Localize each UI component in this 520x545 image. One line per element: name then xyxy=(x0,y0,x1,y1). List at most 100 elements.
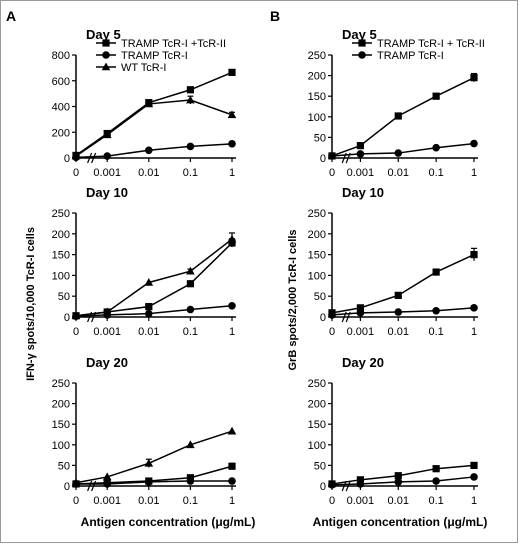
legend-label: TRAMP TcR-I +TcR-II xyxy=(121,38,226,50)
y-tick-label: 400 xyxy=(52,102,70,114)
data-point xyxy=(432,143,440,152)
legend-marker xyxy=(102,51,110,59)
x-tick-label: 0.01 xyxy=(388,167,409,179)
data-point xyxy=(71,311,81,320)
x-axis-break xyxy=(345,480,351,492)
data-point xyxy=(145,309,153,318)
x-tick-label: 0.01 xyxy=(388,326,409,338)
data-point xyxy=(228,68,236,76)
y-tick-label: 100 xyxy=(308,270,326,282)
legend-marker xyxy=(358,39,366,47)
y-tick-label: 200 xyxy=(308,229,326,241)
x-tick-label: 0.001 xyxy=(93,326,121,338)
series-line xyxy=(331,253,475,314)
x-tick-label: 0 xyxy=(73,167,79,179)
x-tick-label: 0.001 xyxy=(93,167,121,179)
legend-marker xyxy=(102,39,110,47)
x-tick-label: 0.1 xyxy=(183,495,198,507)
series-line xyxy=(75,430,233,484)
series-2 xyxy=(328,139,478,160)
chart-title: Day 10 xyxy=(86,185,128,200)
x-tick-label: 0 xyxy=(329,326,335,338)
series-line xyxy=(75,143,233,159)
data-point xyxy=(186,280,194,288)
y-tick-label: 250 xyxy=(52,378,70,390)
y-tick-label: 200 xyxy=(52,399,70,411)
x-tick-label: 1 xyxy=(229,495,235,507)
chart-5: 0 50 100 150 200 250 0 0.001 0.01 0.1 1 Day 10 xyxy=(308,185,478,338)
data-point xyxy=(356,150,365,158)
data-point xyxy=(328,311,336,319)
data-point xyxy=(102,130,112,139)
data-point xyxy=(103,480,111,488)
data-point xyxy=(432,268,440,276)
y-axis-label-b: GrB spots/2,000 TcR-I cells xyxy=(287,229,299,370)
y-tick-label: 150 xyxy=(52,419,70,431)
series-1 xyxy=(328,247,478,317)
x-tick-label: 0.01 xyxy=(138,167,159,179)
data-point xyxy=(102,472,112,481)
series-line xyxy=(75,71,233,157)
data-point xyxy=(394,478,403,486)
x-tick-label: 0.001 xyxy=(347,495,375,507)
x-tick-label: 0.01 xyxy=(138,495,159,507)
data-point xyxy=(394,308,403,316)
series-2 xyxy=(328,304,478,319)
x-axis-label-a: Antigen concentration (μg/mL) xyxy=(81,515,256,529)
chart-title: Day 20 xyxy=(86,355,128,370)
data-point xyxy=(394,149,403,157)
y-tick-label: 250 xyxy=(308,378,326,390)
series-1 xyxy=(328,72,478,160)
y-tick-label: 50 xyxy=(58,460,70,472)
x-tick-label: 0.1 xyxy=(428,495,443,507)
y-tick-label: 150 xyxy=(308,91,326,103)
y-tick-label: 50 xyxy=(314,460,326,472)
data-point xyxy=(432,306,440,315)
data-point xyxy=(228,462,236,470)
legend-marker xyxy=(358,51,366,59)
data-point xyxy=(394,472,402,480)
y-tick-label: 0 xyxy=(320,312,326,324)
y-tick-label: 0 xyxy=(64,153,70,165)
x-tick-label: 0.001 xyxy=(347,167,375,179)
x-tick-label: 1 xyxy=(471,167,477,179)
y-tick-label: 50 xyxy=(314,291,326,303)
data-point xyxy=(470,251,478,259)
data-point xyxy=(470,304,478,312)
series-line xyxy=(331,142,475,157)
y-tick-label: 600 xyxy=(52,76,70,88)
data-point xyxy=(228,301,236,310)
x-tick-label: 0 xyxy=(329,167,335,179)
y-tick-label: 200 xyxy=(52,127,70,139)
data-point xyxy=(186,86,194,94)
data-point xyxy=(228,477,236,485)
data-point xyxy=(356,309,365,317)
data-point xyxy=(328,480,336,489)
y-tick-label: 250 xyxy=(52,208,70,220)
data-point xyxy=(227,110,237,119)
x-tick-label: 1 xyxy=(229,326,235,338)
x-tick-label: 1 xyxy=(229,167,235,179)
chart-title: Day 10 xyxy=(342,185,384,200)
data-point xyxy=(356,304,364,312)
y-tick-label: 200 xyxy=(52,229,70,241)
data-point xyxy=(144,99,154,108)
data-point xyxy=(145,303,153,311)
panel-label-b: B xyxy=(270,8,280,24)
series-line xyxy=(75,99,233,157)
panel-label-a: A xyxy=(6,8,16,24)
data-point xyxy=(71,151,81,160)
y-tick-label: 150 xyxy=(308,419,326,431)
chart-title: Day 20 xyxy=(342,355,384,370)
x-tick-label: 0.1 xyxy=(183,326,198,338)
data-point xyxy=(394,112,402,120)
chart-2: 0 50 100 150 200 250 0 0.001 0.01 0.1 1 Day 10 xyxy=(52,185,237,338)
x-tick-label: 0 xyxy=(73,326,79,338)
y-tick-label: 0 xyxy=(320,153,326,165)
series-2 xyxy=(72,301,236,320)
data-point xyxy=(356,142,364,150)
y-tick-label: 150 xyxy=(52,250,70,262)
